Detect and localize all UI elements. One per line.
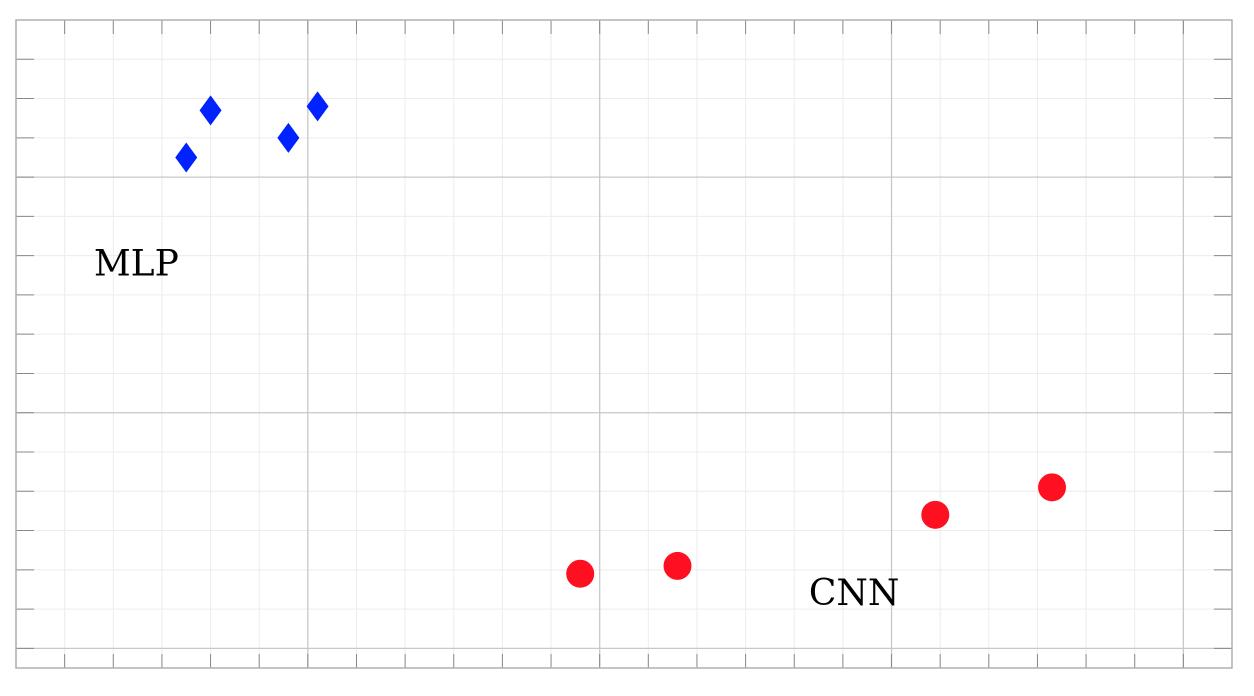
scatter-point-circle-2 — [663, 551, 692, 580]
annotation-layer: MLP CNN — [94, 243, 900, 614]
minor-grid — [16, 19, 1233, 668]
annotation-label-mlp: MLP — [94, 243, 179, 284]
scatter-point-diamond-1 — [175, 142, 198, 173]
scatter-point-diamond-4 — [306, 91, 329, 122]
major-grid — [15, 20, 1232, 668]
scatter-point-circle-4 — [1038, 473, 1067, 502]
scatter-point-diamond-2 — [199, 95, 222, 126]
annotation-label-cnn: CNN — [809, 573, 900, 614]
plot-frame — [15, 19, 1233, 669]
series-layer — [175, 91, 1067, 588]
scatter-point-circle-3 — [921, 500, 950, 529]
scatter-point-circle-1 — [566, 559, 595, 588]
plot-background — [16, 20, 1232, 668]
scatter-point-diamond-3 — [277, 122, 300, 153]
